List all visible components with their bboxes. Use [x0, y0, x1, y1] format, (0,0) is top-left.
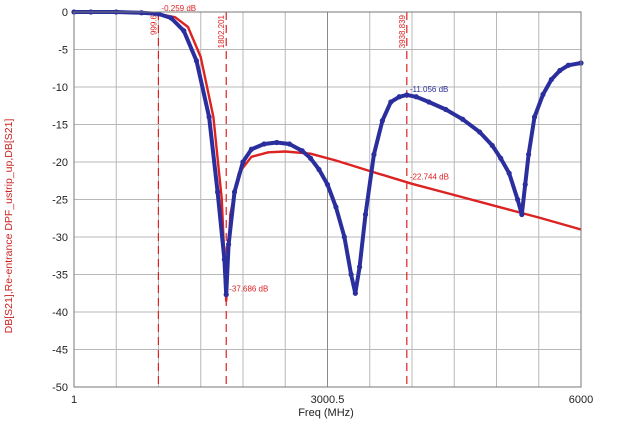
marker-label: 1802.201 [217, 14, 226, 48]
series-point-blue [489, 142, 495, 149]
series-point-blue [506, 170, 512, 176]
x-axis-title: Freq (MHz) [298, 407, 354, 419]
annotation-layer: -0.259 dB -37.686 dB -11.056 dB -22.744 dB [161, 4, 449, 294]
series-point-blue [223, 292, 229, 298]
series-point-blue [225, 241, 232, 248]
series-point-blue [352, 290, 358, 296]
series-point-blue [443, 106, 449, 113]
series-point-blue [240, 159, 246, 165]
series-point-blue [362, 211, 369, 218]
data-annotation: -11.056 dB [410, 85, 449, 94]
data-annotation: -22.744 dB [410, 173, 449, 182]
y-tick-label: -5 [58, 45, 68, 57]
y-tick-label: -15 [52, 120, 68, 132]
series-point-blue [404, 92, 410, 98]
series-point-blue [540, 91, 546, 98]
series-point-blue [324, 181, 331, 188]
marker-label: 999.6 [149, 14, 158, 35]
series-point-blue [193, 58, 200, 64]
marker-label: 3938.839 [398, 14, 407, 48]
series-point-blue [333, 204, 339, 210]
series-point-blue [155, 11, 162, 17]
y-tick-label: -40 [52, 307, 68, 319]
series-point-blue [348, 271, 354, 278]
series-point-blue [261, 141, 267, 147]
series-point-blue [476, 129, 483, 135]
series-point-blue [231, 189, 238, 195]
data-annotation: -0.259 dB [161, 4, 196, 13]
marker-layer: 999.6 1802.201 3938.839 [149, 12, 408, 387]
series-point-blue [274, 139, 280, 146]
series-line-blue [74, 10, 582, 297]
series-point-blue [316, 166, 322, 173]
plot-frame [73, 11, 582, 388]
series-point-blue [379, 118, 385, 124]
series-point-blue [460, 116, 466, 122]
series-point-blue [426, 99, 432, 105]
y-tick-label: 0 [62, 7, 68, 19]
series-point-blue [526, 151, 532, 158]
series-point-blue [515, 196, 521, 203]
y-tick-label: -10 [52, 82, 68, 94]
series-point-blue [248, 146, 254, 152]
series-point-blue [168, 15, 174, 21]
series-point-blue [557, 67, 563, 74]
y-tick-label: -30 [52, 232, 68, 244]
series-point-blue [413, 94, 419, 100]
y-tick-label: -35 [52, 270, 68, 282]
series-point-blue [181, 28, 187, 34]
y-tick-label: -45 [52, 345, 68, 357]
data-annotation: -37.686 dB [229, 285, 268, 294]
series-point-blue [498, 155, 504, 161]
series-point-blue [565, 62, 571, 68]
x-tick-label: 3000.5 [311, 394, 345, 406]
x-tick-label: 1 [71, 394, 77, 406]
grid-layer [73, 11, 582, 388]
series-point-blue [356, 264, 363, 270]
series-point-blue [531, 114, 538, 120]
series-point-blue [286, 141, 293, 147]
x-tick-label: 6000 [569, 394, 593, 406]
series-point-blue [548, 76, 555, 83]
series-point-blue [206, 114, 212, 120]
axis-layer: 0 -5 -10 -15 -20 -25 -30 -35 -40 -45 -501 3000.5 600… [52, 7, 593, 406]
y-tick-label: -50 [52, 382, 68, 394]
series-point-blue [299, 148, 305, 154]
series-point-blue [388, 99, 394, 105]
y-tick-label: -20 [52, 157, 68, 169]
series-layer [71, 9, 584, 302]
series-point-blue [307, 155, 314, 161]
series-point-blue [371, 151, 377, 158]
y-tick-label: -25 [52, 195, 68, 207]
series-point-blue [519, 211, 525, 218]
series-point-blue [396, 94, 402, 100]
series-point-blue [138, 10, 145, 16]
series-point-blue [522, 181, 528, 188]
series-point-blue [221, 256, 227, 263]
series-point-blue [341, 234, 347, 240]
series-point-blue [214, 189, 221, 195]
y-axis-title: DB[S21],Re-entrance DPF_ustrip_up,DB[S21… [3, 119, 15, 334]
